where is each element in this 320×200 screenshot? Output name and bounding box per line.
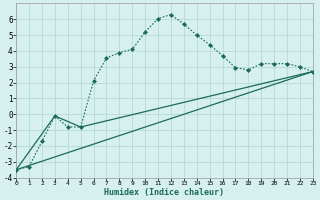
X-axis label: Humidex (Indice chaleur): Humidex (Indice chaleur): [105, 188, 225, 197]
